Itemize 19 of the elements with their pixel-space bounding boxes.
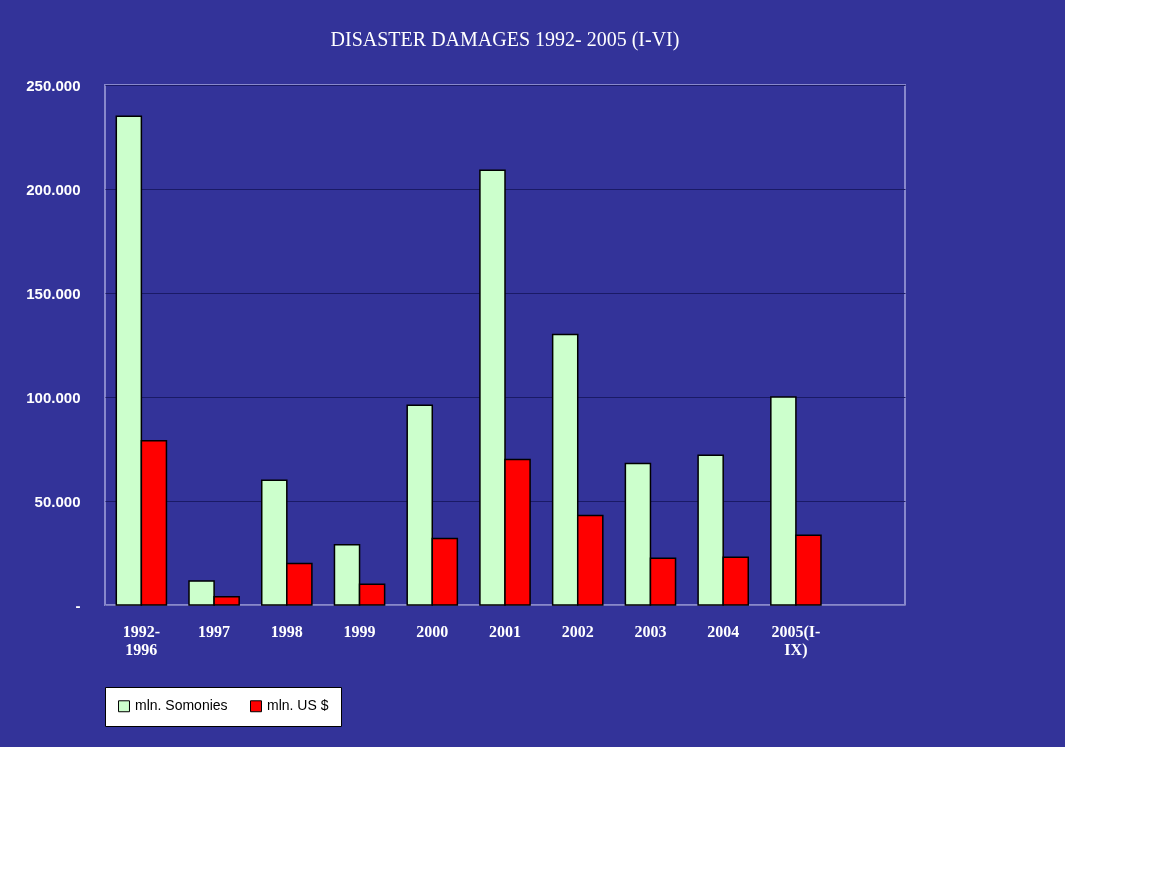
y-tick-label: -: [75, 596, 81, 614]
y-tick-label: 200.000: [26, 180, 81, 198]
x-tick-label: 2004: [707, 622, 740, 640]
x-tick-label: 1998: [270, 622, 303, 640]
legend-label: mln. Somonies: [135, 697, 228, 714]
legend-label: mln. US $: [267, 697, 329, 714]
x-tick-label: 1997: [198, 622, 231, 640]
y-tick-label: 150.000: [26, 284, 81, 302]
x-tick-label: 1999: [343, 622, 376, 640]
chart-title: DISASTER DAMAGES 1992- 2005 (I-VI): [330, 28, 680, 51]
x-tick-label: 2000: [416, 622, 449, 640]
x-tick-label: 2002: [561, 622, 594, 640]
x-tick-label: 1992- 1996: [122, 622, 161, 658]
y-tick-label: 50.000: [34, 492, 81, 510]
x-tick-label: 2005(I- IX): [771, 622, 821, 659]
y-tick-label: 250.000: [26, 76, 81, 94]
x-tick-label: 2001: [489, 622, 521, 640]
y-tick-label: 100.000: [26, 388, 81, 406]
x-tick-label: 2003: [634, 622, 667, 640]
